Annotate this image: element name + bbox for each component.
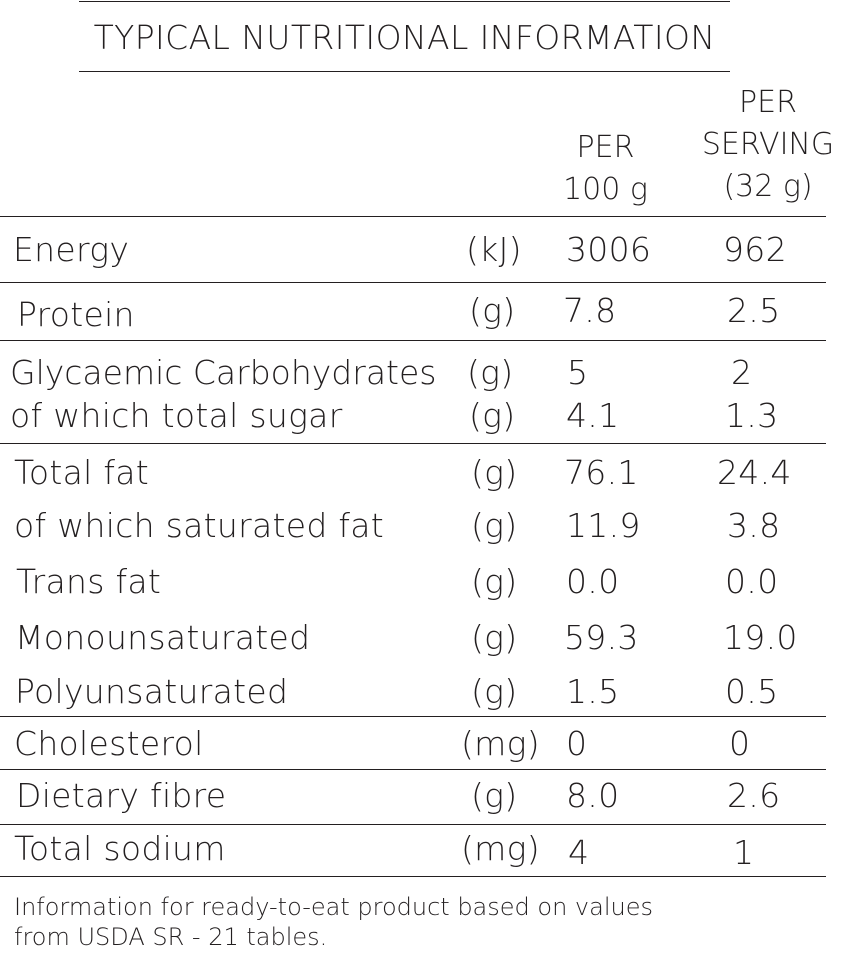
table-rule-energy bbox=[0, 282, 826, 283]
header-per-serving-line-3: (32 g) bbox=[723, 169, 813, 204]
value-per-serving: 0.0 bbox=[725, 562, 779, 601]
value-per-100g: 0.0 bbox=[566, 562, 620, 601]
value-per-serving: 2.5 bbox=[727, 291, 781, 330]
value-per-100g: 5 bbox=[567, 353, 589, 392]
nutrient-unit: (g) bbox=[471, 618, 518, 657]
header-per-100g: PER 100 g bbox=[548, 127, 663, 211]
nutrient-name: Cholesterol bbox=[14, 724, 204, 763]
table-title: TYPICAL NUTRITIONAL INFORMATION bbox=[93, 18, 716, 57]
nutrient-unit: (kJ) bbox=[466, 230, 522, 269]
value-per-serving: 962 bbox=[723, 230, 787, 269]
nutrient-name: Energy bbox=[13, 230, 130, 269]
nutrient-unit: (g) bbox=[469, 396, 516, 435]
nutrient-name: Glycaemic Carbohydrates bbox=[10, 353, 437, 392]
value-per-100g: 4.1 bbox=[566, 396, 620, 435]
header-per-serving: PER SERVING (32 g) bbox=[693, 82, 843, 208]
header-per-serving-line-1: PER bbox=[739, 85, 797, 120]
footnote-line-2: from USDA SR - 21 tables. bbox=[14, 923, 328, 951]
table-rule-fats bbox=[0, 716, 826, 717]
nutrient-unit: (g) bbox=[469, 291, 516, 330]
nutrient-unit: (g) bbox=[471, 776, 518, 815]
value-per-100g: 0 bbox=[566, 724, 588, 763]
nutrient-unit: (mg) bbox=[461, 724, 540, 763]
footnote-line-1: Information for ready-to-eat product bas… bbox=[14, 893, 653, 921]
value-per-serving: 19.0 bbox=[723, 618, 798, 657]
nutrient-name: Trans fat bbox=[16, 562, 162, 601]
value-per-100g: 8.0 bbox=[566, 776, 620, 815]
nutrient-unit: (g) bbox=[471, 562, 518, 601]
nutrient-unit: (g) bbox=[467, 353, 514, 392]
value-per-100g: 4 bbox=[568, 833, 590, 872]
value-per-100g: 3006 bbox=[566, 230, 652, 269]
table-rule-sodium bbox=[0, 876, 826, 877]
value-per-serving: 2 bbox=[731, 353, 753, 392]
header-per-serving-line-2: SERVING bbox=[701, 127, 835, 162]
nutrient-name: Dietary fibre bbox=[16, 776, 227, 815]
nutrient-unit: (g) bbox=[471, 453, 518, 492]
nutrient-name: Protein bbox=[17, 295, 135, 334]
table-rule-protein bbox=[0, 340, 826, 341]
table-rule-cholesterol bbox=[0, 769, 826, 770]
nutrient-name: Polyunsaturated bbox=[15, 672, 289, 711]
footnote: Information for ready-to-eat product bas… bbox=[14, 892, 653, 952]
value-per-100g: 76.1 bbox=[564, 453, 639, 492]
nutrient-unit: (g) bbox=[471, 506, 518, 545]
value-per-100g: 7.8 bbox=[563, 291, 617, 330]
table-rule-header bbox=[0, 216, 826, 217]
nutrient-name: Monounsaturated bbox=[15, 618, 311, 657]
value-per-serving: 24.4 bbox=[717, 453, 792, 492]
nutrient-name: Total sodium bbox=[14, 829, 226, 868]
title-bottom-rule bbox=[79, 71, 730, 72]
nutrient-name: of which total sugar bbox=[10, 396, 343, 435]
value-per-serving: 0 bbox=[729, 724, 751, 763]
table-rule-carbs bbox=[0, 443, 826, 444]
table-rule-fibre bbox=[0, 824, 826, 825]
value-per-serving: 3.8 bbox=[727, 506, 781, 545]
title-top-rule bbox=[79, 1, 730, 2]
value-per-100g: 11.9 bbox=[566, 506, 641, 545]
nutrient-name: Total fat bbox=[14, 453, 150, 492]
nutrient-unit: (mg) bbox=[461, 829, 540, 868]
value-per-serving: 0.5 bbox=[725, 672, 779, 711]
header-per-100g-line-1: PER bbox=[576, 130, 635, 165]
header-per-100g-line-2: 100 g bbox=[563, 172, 648, 207]
value-per-100g: 59.3 bbox=[564, 618, 639, 657]
value-per-100g: 1.5 bbox=[566, 672, 620, 711]
value-per-serving: 1.3 bbox=[725, 396, 779, 435]
value-per-serving: 2.6 bbox=[727, 776, 781, 815]
nutrient-name: of which saturated fat bbox=[14, 506, 385, 545]
value-per-serving: 1 bbox=[733, 833, 755, 872]
nutrient-unit: (g) bbox=[471, 672, 518, 711]
